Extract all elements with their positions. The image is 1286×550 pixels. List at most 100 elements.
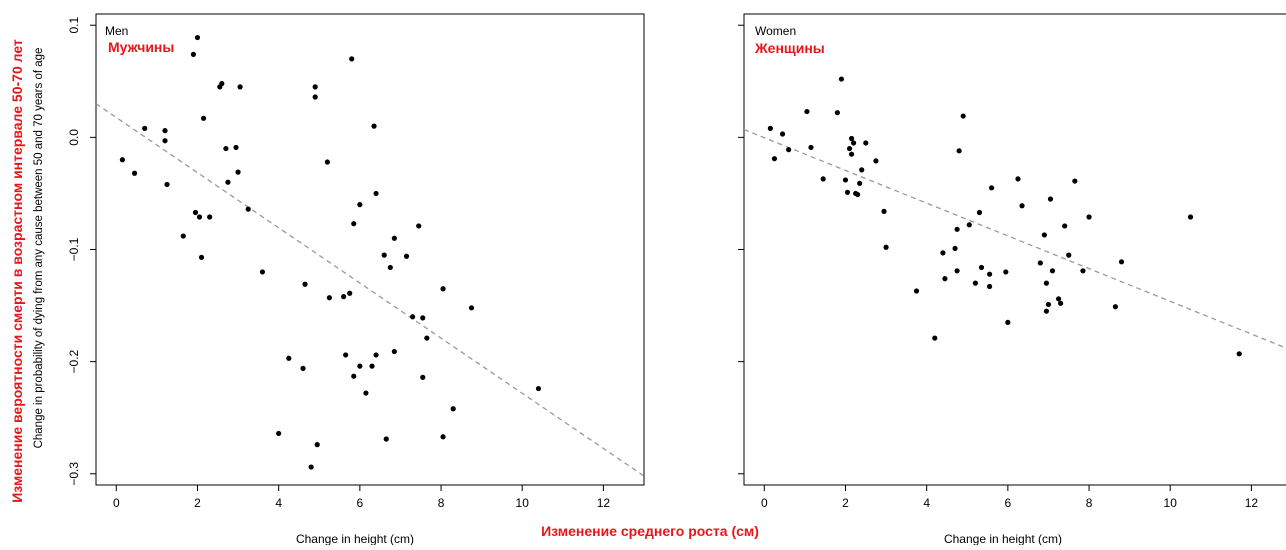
men-data-point	[119, 157, 125, 163]
women-data-point	[855, 191, 861, 198]
men-trend-group	[95, 103, 645, 477]
women-data-point	[989, 185, 995, 191]
men-trend-line	[95, 103, 645, 477]
women-data-point	[1049, 268, 1056, 274]
women-data-point	[848, 135, 855, 142]
men-y-tick-label: −0.1	[67, 237, 81, 261]
y-axis-label-ru: Изменение вероятности смерти в возрастно…	[9, 39, 25, 503]
women-data-point	[1072, 178, 1078, 184]
men-points-group	[119, 34, 542, 470]
women-data-point	[834, 110, 840, 116]
women-data-point	[844, 189, 851, 195]
men-data-point	[131, 170, 138, 176]
men-data-point	[192, 209, 199, 216]
men-data-point	[369, 363, 375, 369]
women-data-point	[954, 226, 960, 232]
men-data-point	[383, 436, 389, 442]
women-data-point	[786, 147, 792, 153]
men-data-point	[314, 442, 320, 448]
women-data-point	[842, 177, 849, 183]
women-data-point	[976, 209, 983, 216]
women-x-tick-label: 6	[1005, 496, 1012, 510]
women-data-point	[978, 264, 985, 271]
men-data-point	[190, 51, 197, 57]
women-data-point	[820, 176, 826, 182]
women-data-point	[863, 140, 869, 146]
women-trend-line	[743, 128, 1286, 349]
men-data-point	[343, 352, 349, 358]
women-data-point	[846, 145, 853, 152]
women-data-point	[913, 288, 920, 294]
women-data-point	[881, 208, 887, 214]
women-x-tick-label: 2	[842, 496, 849, 510]
men-data-point	[164, 181, 170, 188]
men-plot-frame	[95, 13, 645, 486]
men-data-point	[162, 128, 168, 134]
women-data-point	[1062, 223, 1068, 229]
men-data-point	[308, 464, 314, 470]
women-data-point	[1047, 196, 1054, 202]
women-x-axis-label: Change in height (cm)	[944, 532, 1062, 545]
women-data-point	[1043, 308, 1050, 314]
women-data-point	[1236, 351, 1242, 357]
men-data-point	[424, 335, 430, 341]
women-data-point	[954, 268, 960, 274]
men-data-point	[341, 294, 347, 300]
women-data-point	[808, 144, 814, 151]
men-data-point	[233, 144, 239, 151]
women-data-point	[940, 250, 946, 256]
men-data-point	[223, 145, 229, 152]
women-x-tick-label: 8	[1086, 496, 1093, 510]
men-data-point	[245, 206, 251, 212]
men-x-tick-label: 10	[516, 496, 530, 510]
men-data-point	[351, 373, 357, 379]
women-data-point	[1003, 269, 1009, 275]
men-data-point	[259, 269, 266, 275]
women-data-point	[1043, 280, 1050, 286]
men-data-point	[300, 365, 306, 371]
men-y-tick-label: −0.2	[67, 349, 81, 373]
men-data-point	[468, 305, 475, 311]
women-trend-group	[743, 128, 1286, 349]
x-axis-label-ru: Изменение среднего роста (см)	[541, 523, 759, 539]
men-data-point	[219, 80, 225, 87]
women-data-point	[956, 148, 962, 154]
women-panel: Women Женщины Change in height (cm) 0 2 4 6…	[738, 13, 1286, 546]
women-data-point	[1086, 214, 1092, 220]
women-data-point	[966, 222, 972, 228]
men-data-point	[312, 94, 318, 100]
women-data-point	[771, 156, 778, 162]
men-data-point	[276, 430, 282, 437]
women-data-point	[767, 125, 773, 131]
men-y-tick-label: 0.1	[67, 17, 81, 34]
women-data-point	[1005, 319, 1011, 325]
men-data-point	[410, 314, 416, 320]
women-data-point	[838, 76, 845, 82]
women-data-point	[1080, 268, 1086, 274]
women-data-point	[1187, 214, 1194, 220]
men-x-axis-label: Change in height (cm)	[296, 532, 414, 545]
men-data-point	[416, 223, 422, 229]
women-data-point	[883, 244, 889, 250]
men-y-tick-label: 0.0	[67, 129, 81, 146]
women-data-point	[986, 283, 993, 290]
men-data-point	[302, 281, 308, 287]
men-data-point	[357, 363, 363, 369]
women-data-point	[1066, 252, 1072, 258]
women-panel-title: Women	[755, 24, 796, 38]
men-data-point	[381, 252, 387, 258]
women-data-point	[972, 280, 978, 286]
men-data-point	[198, 254, 205, 260]
men-data-point	[347, 290, 353, 296]
men-x-tick-label: 6	[357, 496, 364, 510]
women-x-tick-label: 12	[1245, 496, 1259, 510]
men-x-tick-label: 0	[113, 496, 120, 510]
men-panel-title: Men	[105, 24, 128, 38]
y-axis-label-en: Change in probability of dying from any …	[33, 48, 45, 449]
men-data-point	[450, 406, 456, 412]
women-data-point	[952, 245, 958, 251]
men-data-point	[200, 115, 207, 121]
women-axes: 0 2 4 6 8 10 12	[738, 24, 1259, 510]
men-data-point	[326, 295, 333, 301]
women-data-point	[986, 271, 993, 277]
